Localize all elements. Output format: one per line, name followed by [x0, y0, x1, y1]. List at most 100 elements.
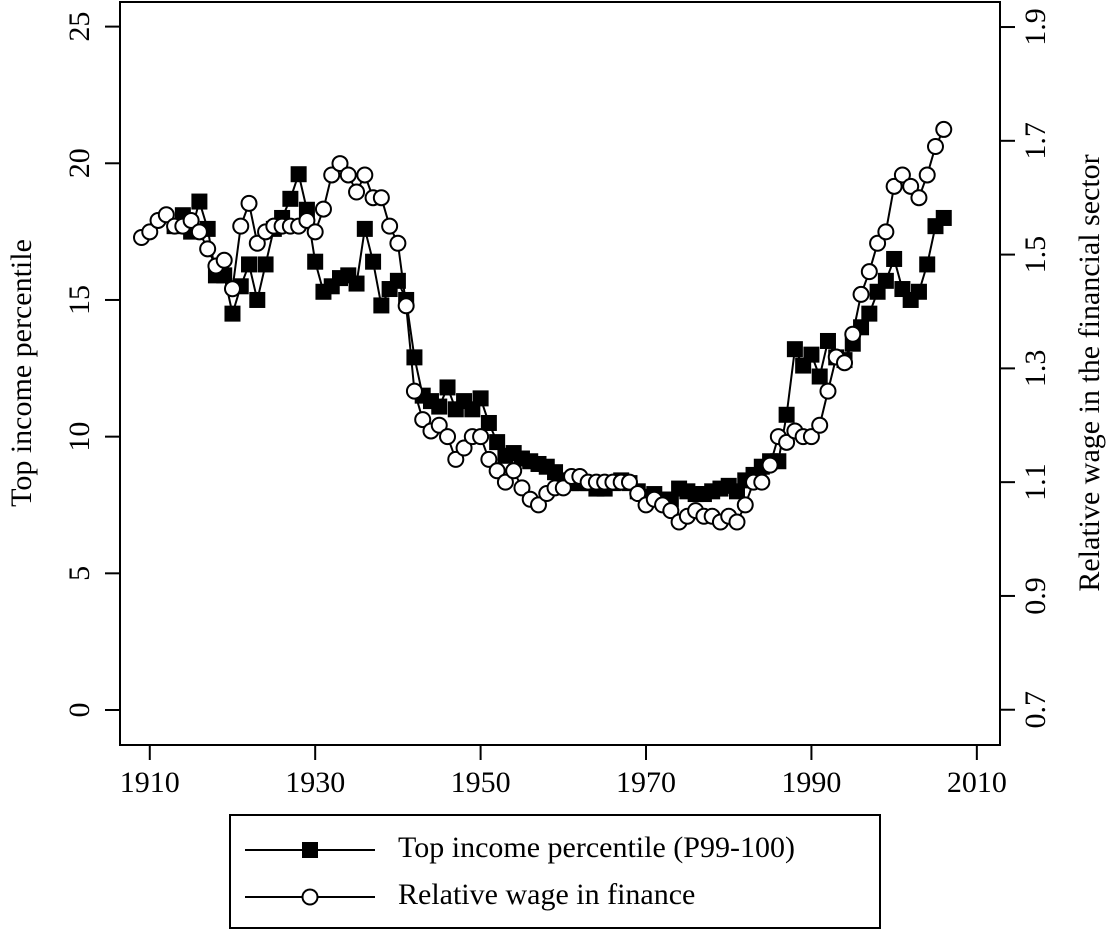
circle-marker — [182, 211, 200, 229]
y-tick-label: 0 — [63, 703, 96, 718]
circle-marker — [472, 428, 490, 446]
circle-marker — [778, 433, 796, 451]
y-tick-label: 20 — [63, 148, 96, 178]
circle-marker — [877, 223, 895, 241]
circle-marker — [852, 285, 870, 303]
circle-marker — [223, 280, 241, 298]
square-marker — [480, 414, 497, 431]
legend-label: Relative wage in finance — [398, 878, 695, 911]
square-marker — [803, 346, 820, 363]
circle-marker — [248, 234, 266, 252]
x-tick-label: 1990 — [781, 766, 841, 799]
circle-marker — [314, 200, 332, 218]
circle-marker — [141, 223, 159, 241]
y2-tick-label: 1.9 — [1019, 8, 1052, 46]
x-tick-label: 1930 — [285, 766, 345, 799]
circle-marker — [811, 416, 829, 434]
square-marker — [373, 297, 390, 314]
circle-marker — [439, 428, 457, 446]
y-axis-label: Top income percentile — [5, 239, 38, 507]
circle-marker — [620, 473, 638, 491]
circle-marker — [554, 479, 572, 497]
circle-marker — [902, 177, 920, 195]
square-marker — [241, 256, 258, 273]
square-marker — [935, 209, 952, 226]
circle-marker — [232, 217, 250, 235]
circle-marker — [301, 888, 319, 906]
circle-marker — [728, 513, 746, 531]
square-marker — [919, 256, 936, 273]
circle-marker — [348, 183, 366, 201]
circle-marker — [157, 206, 175, 224]
circle-marker — [199, 240, 217, 258]
square-marker — [778, 406, 795, 423]
circle-marker — [736, 496, 754, 514]
square-marker — [249, 291, 266, 308]
circle-marker — [529, 496, 547, 514]
square-marker — [191, 193, 208, 210]
circle-marker — [339, 166, 357, 184]
square-marker — [811, 368, 828, 385]
square-marker — [406, 349, 423, 366]
square-marker — [819, 332, 836, 349]
square-marker — [290, 166, 307, 183]
y2-tick-label: 0.9 — [1019, 577, 1052, 615]
circle-marker — [488, 462, 506, 480]
circle-marker — [298, 211, 316, 229]
circle-marker — [372, 189, 390, 207]
circle-marker — [480, 450, 498, 468]
circle-marker — [819, 382, 837, 400]
y-tick-label: 15 — [63, 285, 96, 315]
circle-marker — [910, 189, 928, 207]
square-marker — [224, 305, 241, 322]
circle-marker — [496, 473, 514, 491]
circle-marker — [240, 194, 258, 212]
legend-label: Top income percentile (P99-100) — [398, 831, 795, 864]
square-marker — [472, 390, 489, 407]
square-marker — [877, 272, 894, 289]
x-tick-label: 2010 — [947, 766, 1007, 799]
square-marker — [910, 283, 927, 300]
square-marker — [302, 842, 318, 858]
circle-marker — [306, 223, 324, 241]
x-tick-label: 1910 — [120, 766, 180, 799]
square-marker — [489, 434, 506, 451]
square-marker — [431, 398, 448, 415]
square-marker — [348, 275, 365, 292]
circle-marker — [505, 462, 523, 480]
square-marker — [356, 220, 373, 237]
plot-frame — [119, 1, 1001, 746]
circle-marker — [215, 251, 233, 269]
square-marker — [786, 341, 803, 358]
circle-marker — [885, 177, 903, 195]
circle-marker — [844, 325, 862, 343]
circle-marker — [389, 234, 407, 252]
circle-marker — [935, 120, 953, 138]
circle-marker — [430, 416, 448, 434]
y2-tick-label: 1.3 — [1019, 350, 1052, 388]
circle-marker — [761, 456, 779, 474]
circle-marker — [662, 502, 680, 520]
circle-marker — [323, 166, 341, 184]
circle-marker — [447, 450, 465, 468]
circle-marker — [331, 155, 349, 173]
circle-marker — [513, 479, 531, 497]
y-tick-label: 5 — [63, 566, 96, 581]
square-marker — [439, 379, 456, 396]
circle-marker — [753, 473, 771, 491]
circle-marker — [405, 382, 423, 400]
circle-marker — [455, 439, 473, 457]
circle-marker — [414, 411, 432, 429]
circle-marker — [802, 428, 820, 446]
circle-marker — [836, 354, 854, 372]
y2-tick-label: 1.7 — [1019, 122, 1052, 160]
y-tick-label: 25 — [63, 12, 96, 42]
square-marker — [861, 305, 878, 322]
y2-tick-label: 0.7 — [1019, 691, 1052, 729]
x-tick-label: 1950 — [451, 766, 511, 799]
circle-marker — [860, 263, 878, 281]
x-tick-label: 1970 — [616, 766, 676, 799]
y-tick-label: 10 — [63, 422, 96, 452]
y2-tick-label: 1.5 — [1019, 236, 1052, 273]
square-marker — [886, 250, 903, 267]
